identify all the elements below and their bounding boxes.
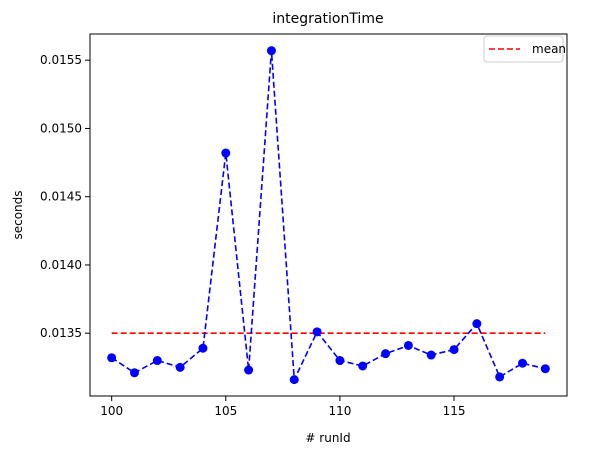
data-point bbox=[107, 353, 117, 363]
plot-frame bbox=[89, 33, 568, 397]
x-tick-label: 115 bbox=[443, 404, 466, 418]
data-point bbox=[403, 340, 413, 350]
x-axis-label: # runId bbox=[305, 431, 350, 445]
x-tick-label: 110 bbox=[328, 404, 351, 418]
data-point bbox=[426, 350, 436, 360]
y-axis-label: seconds bbox=[11, 190, 25, 239]
data-point bbox=[518, 358, 527, 368]
y-tick-label: 0.0155 bbox=[40, 53, 82, 67]
legend-box bbox=[483, 35, 564, 63]
data-point bbox=[266, 46, 276, 56]
series-layer bbox=[107, 46, 550, 385]
data-point bbox=[198, 343, 208, 353]
data-point bbox=[381, 349, 391, 359]
data-point bbox=[335, 356, 345, 366]
data-point bbox=[540, 364, 550, 374]
legend: mean bbox=[483, 35, 566, 63]
chart-title: integrationTime bbox=[272, 11, 383, 27]
plot-area bbox=[90, 34, 567, 396]
data-point bbox=[472, 319, 482, 329]
data-point bbox=[221, 148, 231, 158]
x-tick-label: 100 bbox=[100, 404, 123, 418]
data-point bbox=[130, 368, 139, 378]
y-tick-label: 0.0135 bbox=[40, 326, 82, 340]
data-point bbox=[495, 372, 505, 382]
data-point bbox=[289, 375, 299, 385]
y-tick-label: 0.0145 bbox=[40, 190, 82, 204]
data-point bbox=[175, 362, 185, 372]
series-line bbox=[111, 49, 546, 381]
data-point bbox=[358, 361, 368, 371]
y-tick-label: 0.0150 bbox=[40, 121, 82, 135]
x-tick-label: 105 bbox=[214, 404, 237, 418]
data-point bbox=[152, 356, 162, 366]
legend-label-mean: mean bbox=[532, 42, 566, 56]
data-point bbox=[244, 365, 254, 375]
data-point bbox=[312, 327, 322, 337]
axes-ticks: 100 105 110 115 0.0135 0.0140 0.0145 0.0150 0.01… bbox=[40, 53, 465, 418]
y-tick-label: 0.0140 bbox=[40, 258, 82, 272]
data-point bbox=[449, 345, 459, 355]
